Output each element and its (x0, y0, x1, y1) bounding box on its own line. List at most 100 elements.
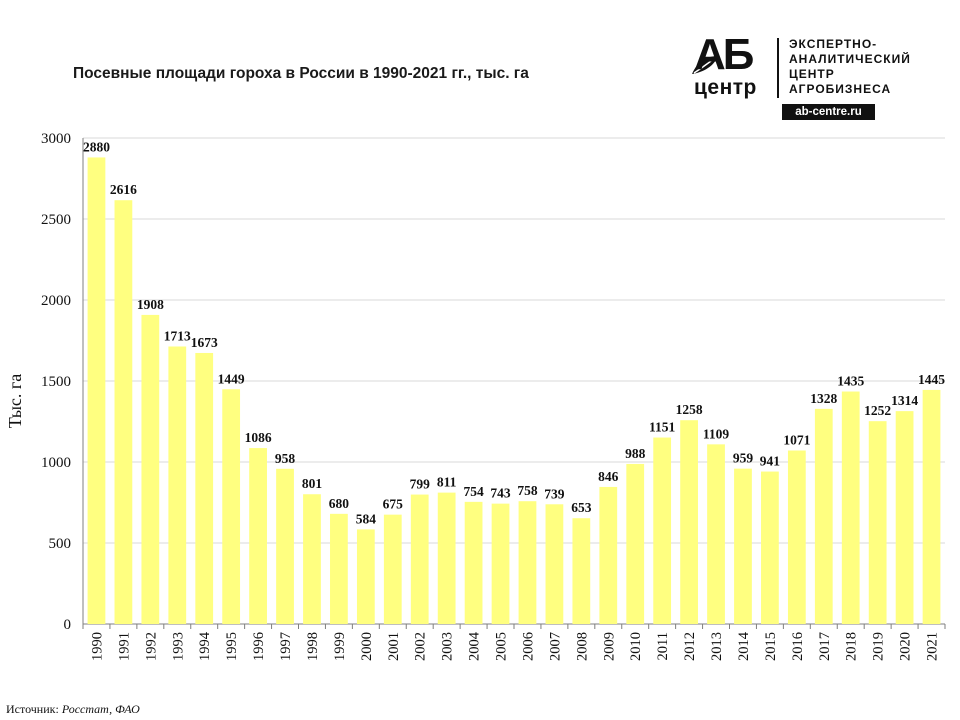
data-label: 811 (437, 475, 457, 490)
bar-1997 (276, 468, 294, 624)
data-label: 1314 (891, 393, 918, 408)
data-label: 1252 (864, 403, 891, 418)
data-label: 1435 (837, 374, 864, 389)
logo-text-line: ЭКСПЕРТНО- (789, 37, 878, 51)
data-label: 1328 (810, 391, 837, 406)
leaf-icon (692, 56, 718, 74)
y-tick-label: 3000 (41, 131, 71, 147)
x-tick-label: 2015 (763, 632, 779, 661)
logo-text-line: АГРОБИЗНЕСА (789, 82, 892, 96)
x-tick-label: 1990 (89, 632, 105, 661)
bar-1996 (249, 448, 267, 624)
data-label: 801 (302, 476, 323, 491)
bar-2018 (841, 391, 860, 624)
x-tick-label: 2010 (628, 632, 644, 661)
source-value: Росстат, ФАО (61, 702, 140, 716)
bar-2010 (626, 463, 645, 624)
data-label: 958 (275, 451, 296, 466)
data-label: 1673 (191, 335, 218, 350)
logo-center-word: центр (694, 76, 757, 99)
y-tick-label: 1500 (41, 374, 71, 390)
data-label: 584 (356, 511, 377, 526)
data-label: 799 (410, 477, 431, 492)
x-tick-label: 2004 (467, 631, 483, 661)
y-tick-label: 0 (64, 617, 72, 633)
x-tick-label: 1993 (170, 632, 186, 661)
data-label: 941 (760, 454, 781, 469)
data-label: 1258 (676, 402, 703, 417)
logo-text-line: АНАЛИТИЧЕСКИЙ (789, 52, 911, 66)
bar-2013 (707, 444, 725, 624)
bar-2017 (814, 408, 833, 624)
data-label: 754 (463, 484, 484, 499)
bar-2005 (491, 503, 510, 624)
logo-url: ab-centre.ru (782, 104, 875, 120)
data-label: 1071 (783, 432, 810, 447)
y-tick-label: 1000 (41, 455, 71, 471)
bar-2014 (734, 468, 752, 624)
bar-1995 (222, 389, 241, 624)
bar-2001 (383, 514, 402, 624)
source-note: Источник: Росстат, ФАО (6, 702, 140, 717)
x-tick-label: 2003 (440, 632, 456, 661)
logo-mark: АБ (694, 30, 754, 79)
data-label: 1445 (918, 372, 945, 387)
bar-1998 (303, 494, 321, 624)
data-label: 1713 (164, 328, 191, 343)
x-tick-label: 2013 (709, 632, 725, 661)
x-tick-label: 2014 (736, 631, 752, 661)
bar-2019 (868, 421, 887, 624)
x-tick-label: 2009 (601, 632, 617, 661)
data-label: 1151 (649, 420, 676, 435)
chart-title: Посевные площади гороха в России в 1990-… (73, 65, 529, 82)
logo-text: ЭКСПЕРТНО- АНАЛИТИЧЕСКИЙ ЦЕНТР АГРОБИЗНЕ… (789, 37, 911, 97)
bar-2003 (437, 492, 456, 624)
bar-1992 (141, 314, 160, 624)
data-label: 758 (517, 483, 538, 498)
bar-2002 (410, 494, 429, 624)
y-tick-label: 500 (49, 536, 72, 552)
x-tick-label: 1994 (197, 631, 213, 661)
data-label: 2616 (110, 182, 137, 197)
bar-2000 (356, 529, 375, 624)
logo-divider (777, 38, 779, 98)
data-label: 1109 (703, 426, 730, 441)
x-tick-label: 2021 (925, 632, 941, 661)
data-label: 1086 (245, 430, 272, 445)
data-label: 959 (733, 451, 754, 466)
logo-text-line: ЦЕНТР (789, 67, 835, 81)
x-tick-label: 1992 (143, 632, 159, 661)
ab-centre-logo: АБ центр ЭКСПЕРТНО- АНАЛИТИЧЕСКИЙ ЦЕНТР … (690, 30, 940, 120)
data-label: 846 (598, 469, 619, 484)
bar-2006 (518, 501, 537, 624)
x-tick-label: 1998 (305, 632, 321, 661)
x-tick-label: 2002 (413, 632, 429, 661)
data-label: 675 (383, 497, 404, 512)
x-tick-label: 1999 (332, 632, 348, 661)
x-tick-label: 2017 (817, 632, 833, 661)
bar-2015 (761, 471, 779, 624)
bar-2007 (545, 504, 564, 624)
x-tick-label: 2000 (359, 632, 375, 661)
bar-2011 (653, 437, 672, 624)
bar-1991 (114, 200, 133, 624)
bar-1994 (195, 352, 214, 624)
x-tick-label: 2007 (547, 632, 563, 661)
x-tick-label: 2012 (682, 632, 698, 661)
bar-2009 (599, 486, 618, 624)
data-label: 739 (544, 486, 565, 501)
x-tick-label: 1996 (251, 632, 267, 661)
y-tick-label: 2500 (41, 212, 71, 228)
x-tick-label: 2006 (520, 632, 536, 661)
source-label: Источник: (6, 702, 59, 716)
data-label: 680 (329, 496, 350, 511)
bar-2021 (922, 389, 941, 624)
bar-1999 (330, 513, 348, 624)
y-tick-label: 2000 (41, 293, 71, 309)
data-label: 1908 (137, 297, 164, 312)
x-tick-label: 1997 (278, 632, 294, 661)
data-label: 988 (625, 446, 646, 461)
bar-2004 (464, 501, 483, 624)
x-tick-label: 2020 (898, 632, 914, 661)
